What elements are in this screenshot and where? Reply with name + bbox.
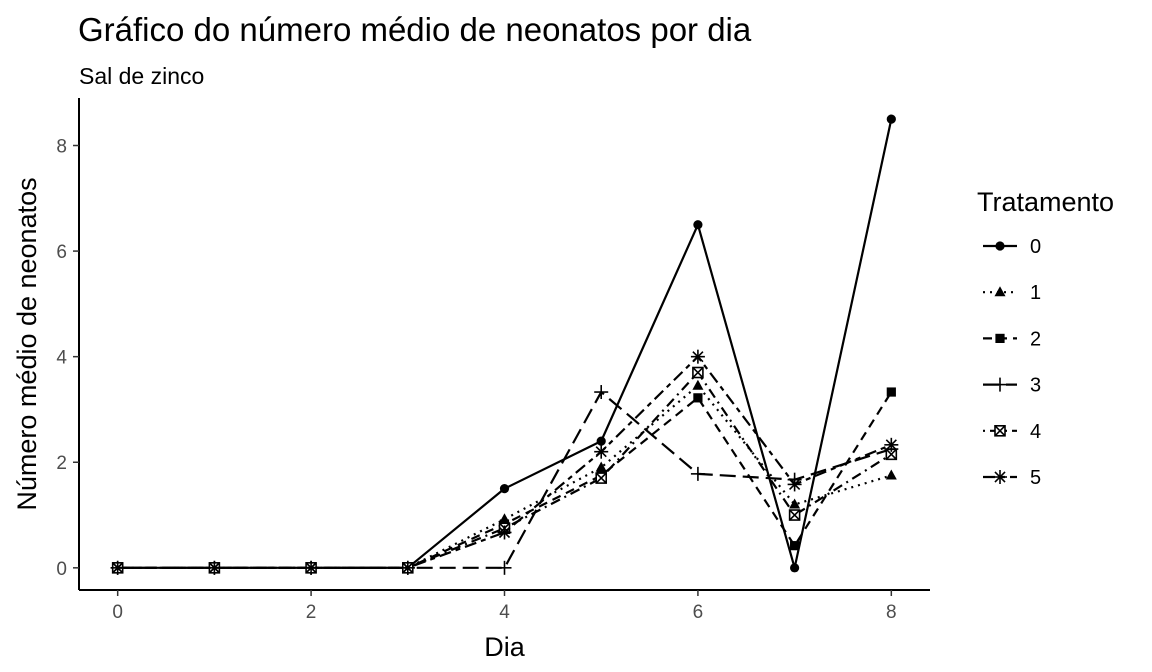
- data-point-1: [692, 379, 704, 390]
- data-point-3: [594, 385, 609, 400]
- y-tick-label: 2: [56, 453, 67, 474]
- data-point-2: [693, 393, 703, 403]
- axes: 0 2 4 6 8 0 2 4 6 8 Dia Número médio de neonatos: [12, 98, 930, 662]
- legend-key-marker: [993, 470, 1007, 484]
- series-layer: [110, 114, 899, 575]
- legend: Tratamento 0 1 2 3 4 5: [977, 187, 1114, 489]
- legend-label: 0: [1030, 236, 1041, 258]
- series-5: [110, 349, 899, 575]
- data-point-4: [692, 366, 704, 379]
- series-1: [112, 379, 897, 572]
- series-0: [113, 114, 896, 573]
- data-point-5: [207, 560, 222, 575]
- legend-key-marker: [994, 286, 1006, 297]
- series-line-0: [117, 118, 893, 569]
- legend-item-3: 3: [983, 375, 1041, 397]
- data-point-0: [596, 436, 606, 446]
- legend-label: 5: [1030, 467, 1041, 489]
- legend-key-marker: [993, 377, 1007, 392]
- x-tick-label: 6: [693, 602, 704, 623]
- data-point-2: [886, 387, 896, 397]
- data-point-5: [110, 560, 125, 575]
- data-point-0: [693, 220, 703, 230]
- data-point-0: [499, 484, 510, 494]
- data-point-5: [594, 444, 609, 459]
- series-2: [113, 387, 896, 573]
- data-point-4: [885, 448, 898, 461]
- data-point-5: [497, 525, 512, 540]
- series-4: [111, 366, 898, 574]
- data-point-4: [595, 472, 608, 484]
- legend-label: 2: [1030, 328, 1041, 350]
- data-point-3: [690, 466, 705, 481]
- series-line-1: [117, 384, 892, 569]
- series-line-5: [117, 355, 892, 569]
- x-axis-title: Dia: [484, 632, 525, 662]
- y-tick-label: 8: [56, 137, 67, 158]
- legend-label: 3: [1030, 375, 1041, 397]
- chart-subtitle: Sal de zinco: [79, 63, 205, 89]
- data-point-5: [884, 437, 899, 452]
- legend-label: 4: [1030, 421, 1041, 443]
- chart-title: Gráfico do número médio de neonatos por …: [78, 11, 752, 48]
- data-point-1: [789, 498, 801, 509]
- data-point-5: [400, 560, 415, 575]
- x-tick-label: 8: [886, 602, 897, 623]
- legend-label: 1: [1030, 282, 1041, 304]
- series-3: [110, 385, 899, 575]
- data-point-0: [886, 114, 896, 124]
- data-point-1: [595, 461, 607, 472]
- x-tick-label: 4: [499, 602, 510, 623]
- data-point-4: [788, 509, 801, 521]
- x-tick-label: 2: [306, 602, 317, 623]
- legend-title: Tratamento: [977, 187, 1114, 217]
- legend-item-2: 2: [983, 328, 1041, 350]
- data-point-5: [690, 349, 705, 364]
- series-line-4: [117, 371, 892, 569]
- data-point-5: [787, 477, 802, 492]
- legend-item-4: 4: [983, 421, 1041, 443]
- data-point-2: [790, 541, 800, 551]
- y-tick-label: 4: [56, 348, 67, 369]
- legend-item-1: 1: [983, 282, 1041, 304]
- data-point-0: [790, 563, 800, 573]
- y-tick-label: 0: [56, 559, 67, 580]
- legend-key-marker: [994, 424, 1006, 437]
- data-point-3: [497, 560, 512, 575]
- x-tick-label: 0: [112, 602, 123, 623]
- legend-key-marker: [995, 333, 1005, 343]
- data-point-1: [885, 469, 897, 480]
- y-axis-title: Número médio de neonatos: [12, 177, 42, 510]
- legend-item-5: 5: [983, 467, 1041, 489]
- legend-key-marker: [995, 241, 1005, 251]
- y-tick-label: 6: [56, 242, 67, 263]
- data-point-5: [304, 560, 319, 575]
- legend-item-0: 0: [983, 236, 1041, 258]
